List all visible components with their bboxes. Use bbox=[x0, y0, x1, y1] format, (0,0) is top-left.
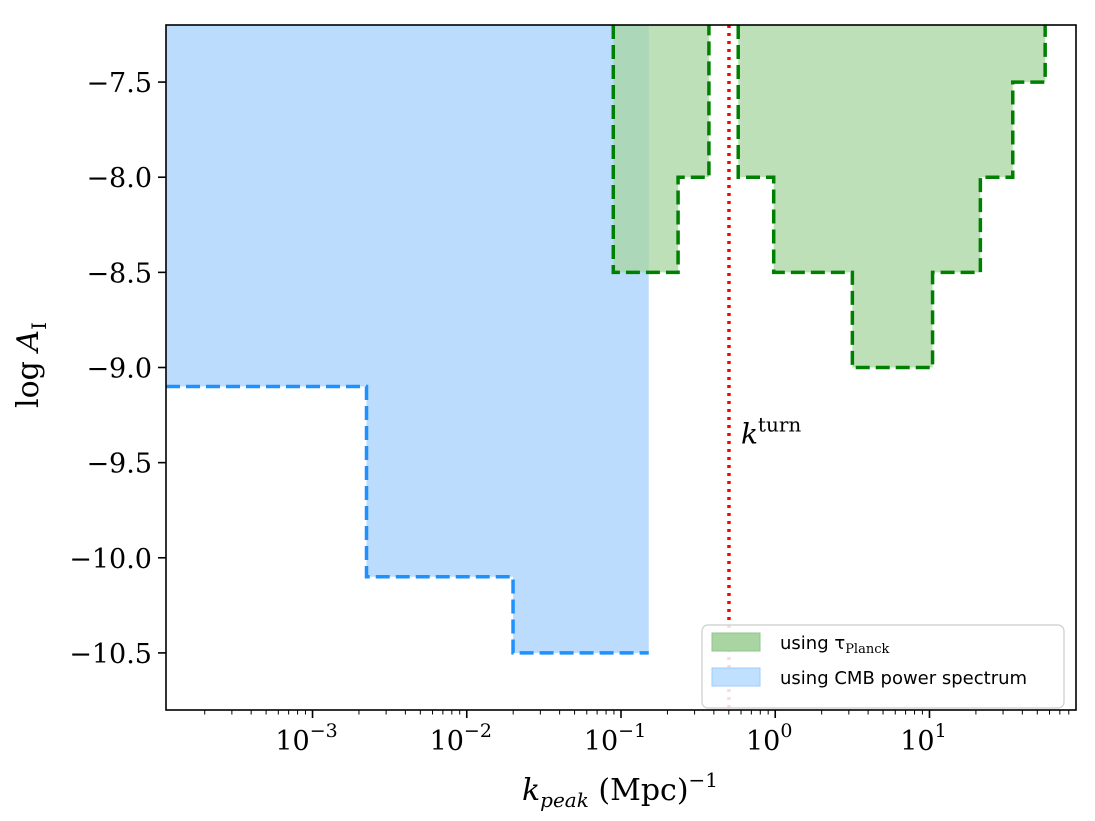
y-axis-ticks: −7.5 −8.0 −8.5 −9.0 −9.5 −10.0 −10.5 bbox=[69, 68, 166, 670]
legend-box bbox=[701, 624, 1065, 709]
boundary-lines bbox=[166, 25, 1047, 655]
legend-label-planck: using τPlanck bbox=[780, 633, 889, 657]
x-tick-label-2: 10−1 bbox=[584, 720, 646, 757]
y-tick-label-6: −10.5 bbox=[69, 639, 152, 670]
x-axis-ticks: 10−3 10−2 10−1 100 101 bbox=[204, 710, 1070, 757]
legend-label-cmb: using CMB power spectrum bbox=[780, 668, 1027, 689]
y-tick-label-4: −9.5 bbox=[86, 449, 152, 480]
y-tick-label-1: −8.0 bbox=[86, 163, 152, 194]
y-tick-label-3: −9.0 bbox=[86, 354, 152, 385]
x-axis-title: kpeak (Mpc)−1 bbox=[522, 768, 718, 812]
legend-swatch-planck bbox=[711, 632, 761, 652]
x-tick-label-4: 101 bbox=[900, 720, 946, 757]
y-tick-label-5: −10.0 bbox=[69, 544, 152, 575]
planck-seg-0-fill bbox=[613, 25, 709, 273]
y-tick-label-2: −8.5 bbox=[86, 258, 152, 289]
legend-swatch-cmb bbox=[711, 667, 761, 687]
fill-regions bbox=[166, 25, 1046, 653]
legend: using τPlanck using CMB power spectrum bbox=[701, 624, 1065, 709]
planck-boundary-line-1 bbox=[736, 25, 1047, 370]
planck-seg-1-fill bbox=[738, 25, 1046, 368]
planck-boundary-line-0 bbox=[611, 25, 711, 275]
y-tick-label-0: −7.5 bbox=[86, 68, 152, 99]
k-turn-annotation: kturn bbox=[741, 413, 801, 451]
y-axis-title: log AI bbox=[11, 322, 51, 408]
cmb-fill bbox=[166, 25, 649, 653]
x-tick-label-0: 10−3 bbox=[275, 720, 337, 757]
x-tick-label-3: 100 bbox=[746, 720, 792, 757]
x-tick-label-1: 10−2 bbox=[430, 720, 492, 757]
cmb-boundary-line bbox=[166, 384, 649, 655]
